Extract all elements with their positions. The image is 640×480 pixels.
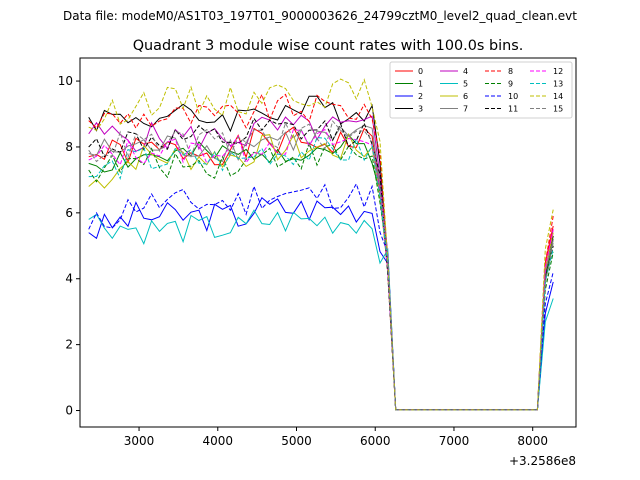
series-line-15 bbox=[88, 120, 554, 411]
legend-label-1: 1 bbox=[418, 80, 423, 89]
series-line-12 bbox=[88, 128, 554, 411]
y-tick-label: 2 bbox=[65, 338, 73, 352]
legend-label-6: 6 bbox=[463, 92, 468, 101]
x-offset-label: +3.2586e8 bbox=[509, 454, 576, 468]
chart-suptitle: Data file: modeM0/AS1T03_197T01_90000036… bbox=[63, 9, 577, 23]
x-tick-label: 7000 bbox=[439, 434, 470, 448]
series-line-1 bbox=[88, 134, 554, 411]
legend-label-9: 9 bbox=[508, 80, 513, 89]
legend-label-5: 5 bbox=[463, 80, 468, 89]
x-tick-label: 4000 bbox=[203, 434, 234, 448]
y-tick-label: 6 bbox=[65, 206, 73, 220]
legend-label-7: 7 bbox=[463, 105, 468, 114]
legend-label-0: 0 bbox=[418, 67, 423, 76]
legend-label-13: 13 bbox=[553, 80, 563, 89]
legend-label-14: 14 bbox=[553, 92, 563, 101]
legend-label-10: 10 bbox=[508, 92, 518, 101]
y-tick-label: 8 bbox=[65, 140, 73, 154]
chart-title: Quadrant 3 module wise count rates with … bbox=[133, 38, 524, 54]
y-tick-label: 10 bbox=[58, 74, 73, 88]
x-tick-label: 3000 bbox=[124, 434, 155, 448]
legend-label-15: 15 bbox=[553, 105, 563, 114]
series-line-8 bbox=[88, 93, 554, 411]
y-tick-label: 0 bbox=[65, 404, 73, 418]
legend-label-12: 12 bbox=[553, 67, 563, 76]
plot-frame bbox=[79, 57, 577, 428]
legend-label-3: 3 bbox=[418, 105, 423, 114]
legend-box bbox=[389, 61, 573, 119]
axis-ticks: 3000 4000 5000 6000 7000 8000 0 2 4 6 8 10 bbox=[58, 74, 548, 448]
series-line-5 bbox=[88, 209, 554, 411]
series-line-0 bbox=[88, 126, 554, 411]
series-line-10 bbox=[88, 182, 554, 411]
x-tick-label: 8000 bbox=[517, 434, 548, 448]
series-line-11 bbox=[88, 117, 554, 411]
series-line-14 bbox=[88, 78, 554, 411]
series-line-4 bbox=[88, 114, 554, 411]
legend-label-4: 4 bbox=[463, 67, 468, 76]
plot-lines bbox=[88, 78, 554, 411]
series-line-9 bbox=[88, 141, 554, 411]
series-line-13 bbox=[88, 136, 554, 411]
series-line-7 bbox=[88, 124, 554, 411]
legend-label-2: 2 bbox=[418, 92, 423, 101]
y-tick-label: 4 bbox=[65, 272, 73, 286]
x-tick-label: 6000 bbox=[360, 434, 391, 448]
x-tick-label: 5000 bbox=[281, 434, 312, 448]
legend-label-8: 8 bbox=[508, 67, 513, 76]
legend-label-11: 11 bbox=[508, 105, 518, 114]
series-line-6 bbox=[88, 132, 554, 411]
